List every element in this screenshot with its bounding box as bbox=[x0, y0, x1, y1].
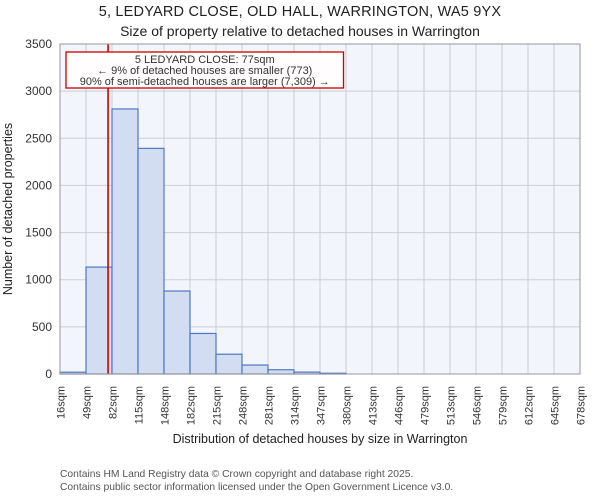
svg-text:2500: 2500 bbox=[25, 131, 52, 145]
svg-text:49sqm: 49sqm bbox=[82, 386, 94, 419]
svg-text:281sqm: 281sqm bbox=[264, 386, 276, 425]
svg-text:579sqm: 579sqm bbox=[498, 386, 510, 425]
svg-text:Number of detached properties: Number of detached properties bbox=[1, 123, 15, 295]
svg-text:1500: 1500 bbox=[25, 226, 52, 240]
svg-text:546sqm: 546sqm bbox=[472, 386, 484, 425]
svg-text:215sqm: 215sqm bbox=[212, 386, 224, 425]
svg-text:479sqm: 479sqm bbox=[420, 386, 432, 425]
svg-text:678sqm: 678sqm bbox=[576, 386, 588, 425]
svg-text:314sqm: 314sqm bbox=[290, 386, 302, 425]
svg-text:182sqm: 182sqm bbox=[186, 386, 198, 425]
svg-text:2000: 2000 bbox=[25, 178, 52, 192]
svg-text:413sqm: 413sqm bbox=[368, 386, 380, 425]
svg-text:3000: 3000 bbox=[25, 84, 52, 98]
svg-text:0: 0 bbox=[45, 367, 52, 381]
svg-text:500: 500 bbox=[32, 320, 52, 334]
svg-text:1000: 1000 bbox=[25, 273, 52, 287]
svg-text:513sqm: 513sqm bbox=[446, 386, 458, 425]
svg-text:Distribution of detached house: Distribution of detached houses by size … bbox=[173, 432, 468, 446]
svg-text:446sqm: 446sqm bbox=[394, 386, 406, 425]
svg-text:90% of semi-detached houses ar: 90% of semi-detached houses are larger (… bbox=[80, 76, 330, 88]
svg-text:645sqm: 645sqm bbox=[550, 386, 562, 425]
svg-text:16sqm: 16sqm bbox=[56, 386, 68, 419]
svg-text:3500: 3500 bbox=[25, 37, 52, 51]
svg-text:115sqm: 115sqm bbox=[134, 386, 146, 424]
svg-text:82sqm: 82sqm bbox=[108, 386, 120, 419]
svg-text:347sqm: 347sqm bbox=[316, 386, 328, 425]
svg-text:380sqm: 380sqm bbox=[342, 386, 354, 425]
svg-text:248sqm: 248sqm bbox=[238, 386, 250, 425]
svg-text:148sqm: 148sqm bbox=[160, 386, 172, 425]
svg-text:612sqm: 612sqm bbox=[524, 386, 536, 425]
